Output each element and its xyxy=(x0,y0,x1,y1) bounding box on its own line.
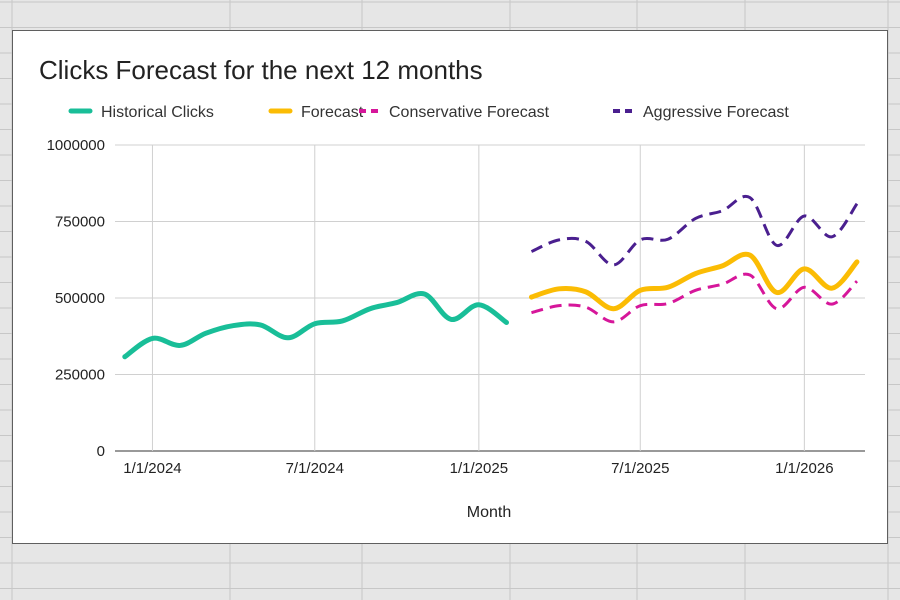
legend-label: Historical Clicks xyxy=(101,104,214,121)
legend-item[interactable]: Historical Clicks xyxy=(68,104,214,121)
legend-label: Conservative Forecast xyxy=(389,104,550,121)
legend-label: Aggressive Forecast xyxy=(643,104,789,121)
y-tick-label: 0 xyxy=(97,443,105,460)
chart-card[interactable]: Clicks Forecast for the next 12 months H… xyxy=(12,30,888,544)
x-tick-label: 1/1/2025 xyxy=(450,460,508,477)
series-conservative-forecast xyxy=(531,272,859,324)
x-tick-label: 1/1/2026 xyxy=(775,460,833,477)
legend: Historical Clicks Forecast Conservative Fo… xyxy=(68,104,789,121)
series-aggressive-forecast xyxy=(530,194,859,267)
line-chart: Clicks Forecast for the next 12 months H… xyxy=(39,55,865,521)
series-historical-clicks xyxy=(122,290,509,360)
y-axis-ticks: 0 250000 500000 750000 1000000 xyxy=(47,137,105,460)
series-forecast xyxy=(528,251,860,312)
series-line xyxy=(122,290,509,360)
legend-item[interactable]: Forecast xyxy=(268,104,364,121)
y-tick-label: 250000 xyxy=(55,367,105,384)
x-axis-title: Month xyxy=(467,504,511,521)
x-axis-ticks: 1/1/2024 7/1/2024 1/1/2025 7/1/2025 1/1/2026 xyxy=(123,460,833,477)
gridlines xyxy=(115,144,865,452)
series-lines xyxy=(122,194,860,360)
series-line xyxy=(528,251,860,312)
legend-label: Forecast xyxy=(301,104,364,121)
y-tick-label: 500000 xyxy=(55,290,105,307)
series-line xyxy=(530,194,859,267)
legend-item[interactable]: Conservative Forecast xyxy=(359,104,550,121)
chart-title: Clicks Forecast for the next 12 months xyxy=(39,55,483,85)
y-tick-label: 1000000 xyxy=(47,137,105,154)
x-tick-label: 7/1/2025 xyxy=(611,460,669,477)
legend-item[interactable]: Aggressive Forecast xyxy=(613,104,789,121)
y-tick-label: 750000 xyxy=(55,214,105,231)
x-tick-label: 1/1/2024 xyxy=(123,460,181,477)
x-tick-label: 7/1/2024 xyxy=(286,460,344,477)
